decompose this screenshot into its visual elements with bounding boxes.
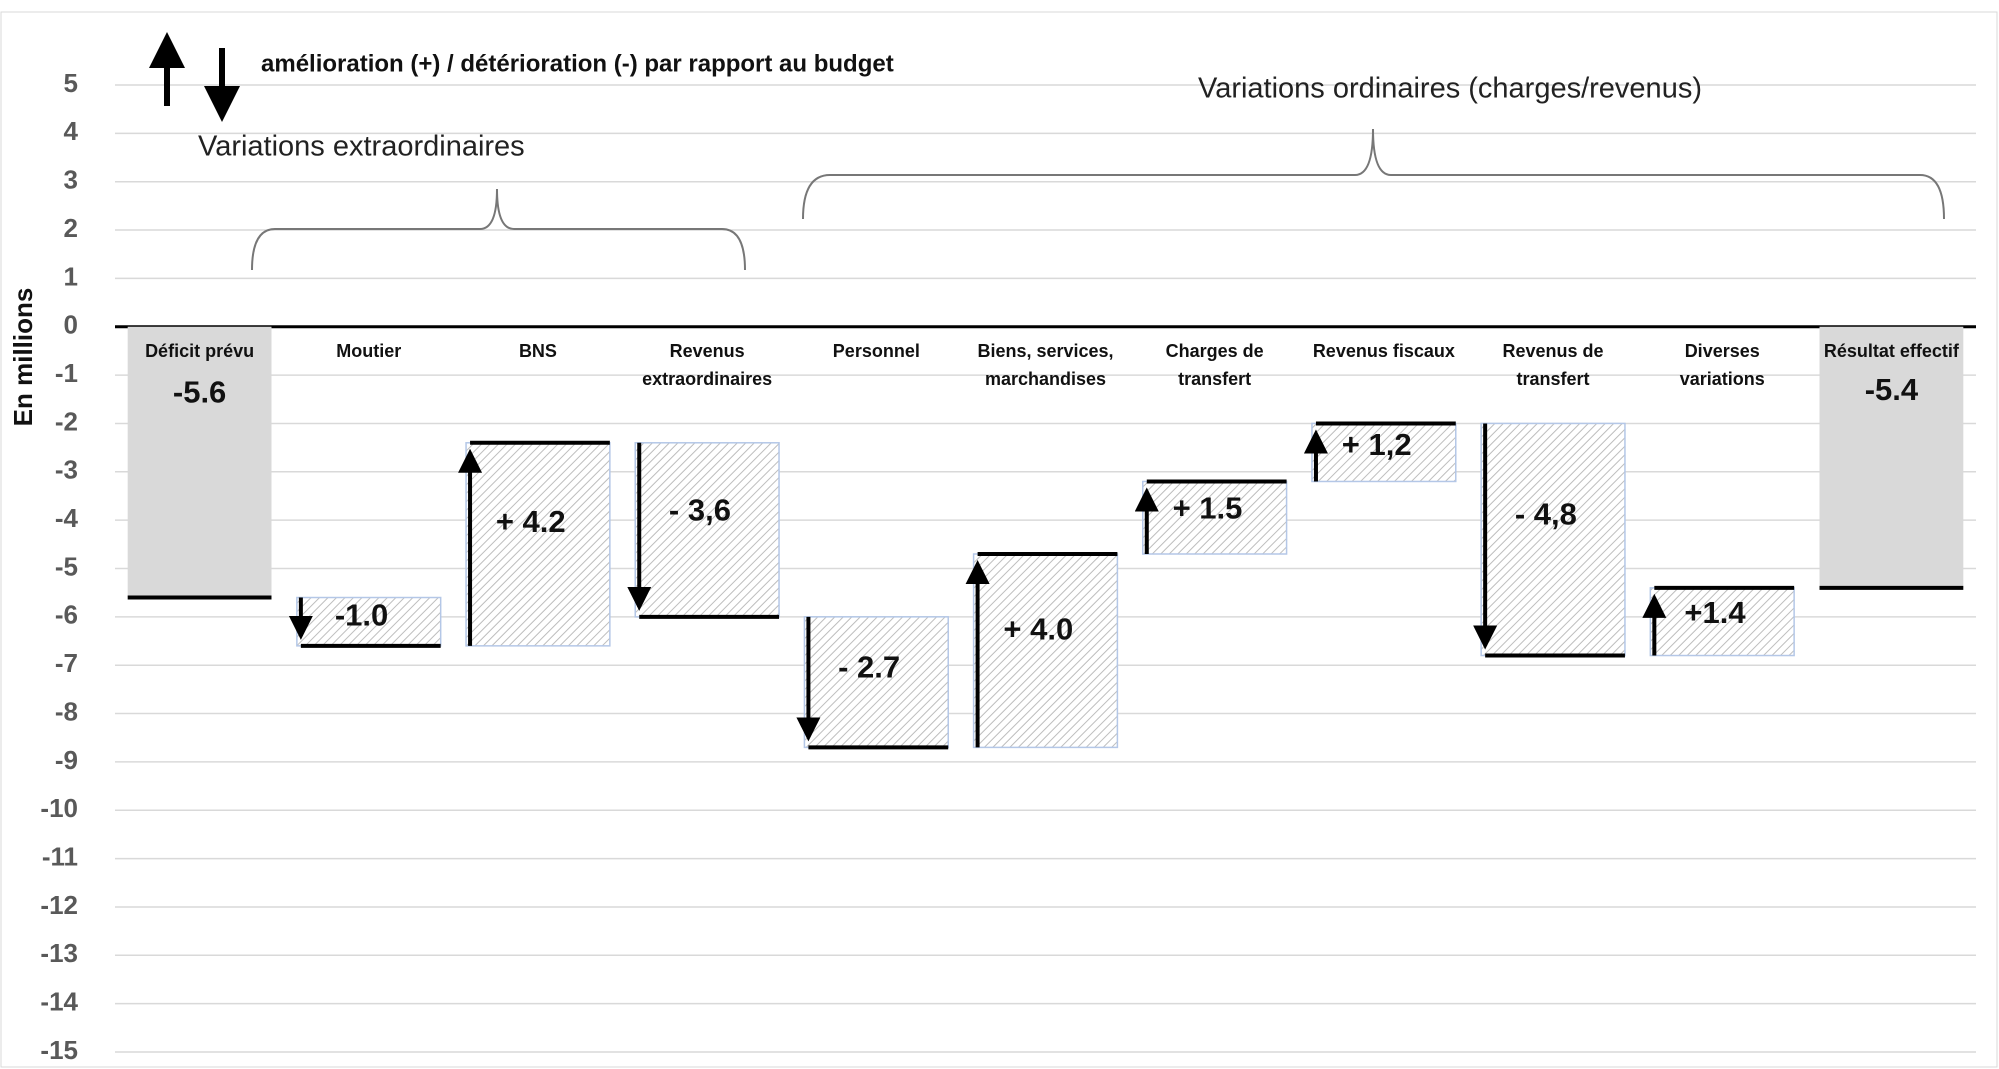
x-tick-label: BNS	[518, 340, 557, 361]
y-tick-label: -10	[40, 793, 78, 823]
x-tick-label: Diverses variations	[1679, 340, 1765, 389]
step-bar	[1142, 480, 1288, 555]
value-label: -5.4	[1865, 372, 1919, 407]
y-tick-label: 4	[64, 116, 79, 146]
total-bar	[127, 326, 272, 598]
value-label: + 4.2	[496, 504, 566, 539]
step-bar	[1480, 422, 1626, 657]
y-tick-label: -15	[40, 1035, 78, 1065]
y-tick-label: -8	[55, 696, 78, 726]
y-tick-label: -11	[42, 841, 78, 871]
y-axis-label: En millions	[8, 288, 38, 427]
y-tick-label: -13	[40, 938, 78, 968]
y-tick-label: -2	[55, 406, 78, 436]
x-tick-label: Revenus de transfert	[1502, 340, 1604, 389]
y-tick-label: 2	[64, 213, 78, 243]
y-tick-label: -5	[55, 551, 78, 581]
y-tick-label: 1	[64, 261, 78, 291]
annotation: Variations ordinaires (charges/revenus)	[1198, 73, 1702, 105]
y-tick-label: -12	[40, 890, 78, 920]
y-tick-label: -1	[55, 358, 78, 388]
x-tick-label: Charges de transfert	[1165, 340, 1264, 389]
step-bar	[1649, 587, 1795, 657]
step-bar	[1311, 422, 1457, 483]
value-label: + 4.0	[1003, 612, 1073, 647]
value-label: - 2.7	[838, 649, 900, 684]
x-tick-label: Revenus extraordinaires	[642, 340, 773, 389]
value-label: -5.6	[173, 375, 226, 410]
y-tick-label: 3	[64, 165, 78, 195]
x-tick-label: Personnel	[832, 340, 920, 361]
value-label: -1.0	[335, 598, 388, 633]
y-tick-label: -7	[55, 648, 78, 678]
bracket	[802, 128, 1945, 220]
legend-text: amélioration (+) / détérioration (-) par…	[261, 50, 894, 77]
y-tick-label: -3	[55, 455, 78, 485]
y-tick-label: -6	[55, 600, 78, 630]
step-bar	[634, 442, 780, 618]
value-label: + 1,2	[1342, 427, 1412, 462]
x-tick-label: Biens, services, marchandises	[977, 340, 1114, 389]
y-tick-label: -4	[55, 503, 79, 533]
total-bar	[1819, 326, 1964, 588]
step-bar	[803, 616, 949, 749]
x-tick-label: Revenus fiscaux	[1312, 340, 1455, 361]
x-tick-label: Déficit prévu	[145, 340, 255, 361]
bracket	[251, 188, 746, 271]
value-label: + 1.5	[1173, 491, 1243, 526]
y-tick-label: 0	[64, 310, 78, 340]
x-tick-label: Résultat effectif	[1823, 340, 1959, 361]
frame	[0, 11, 1998, 1068]
value-label: - 3,6	[669, 493, 731, 528]
step-bar	[972, 553, 1119, 749]
y-tick-label: -14	[40, 987, 78, 1017]
y-tick-label: 5	[64, 68, 78, 98]
x-tick-label: Moutier	[336, 340, 402, 361]
value-label: - 4,8	[1515, 496, 1577, 531]
value-label: +1.4	[1684, 595, 1746, 630]
step-bar	[465, 442, 611, 647]
y-tick-label: -9	[55, 745, 78, 775]
annotation: Variations extraordinaires	[198, 131, 525, 163]
step-bar	[296, 596, 442, 647]
